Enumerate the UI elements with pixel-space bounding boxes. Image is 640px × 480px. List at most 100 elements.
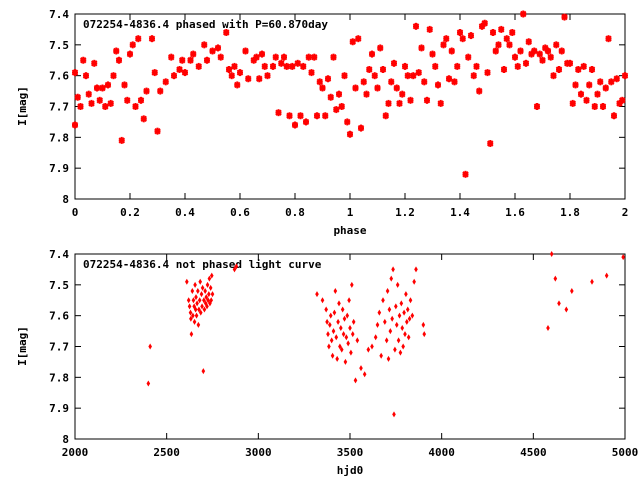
data-point bbox=[330, 352, 335, 359]
y-tick-label: 7.9 bbox=[49, 162, 69, 175]
data-point bbox=[386, 355, 391, 362]
y-tick-label: 7.4 bbox=[49, 248, 69, 261]
data-point bbox=[194, 294, 198, 301]
data-point bbox=[525, 38, 532, 46]
data-point bbox=[410, 72, 417, 80]
data-point bbox=[390, 59, 398, 67]
data-point bbox=[208, 300, 212, 307]
data-point bbox=[223, 29, 230, 36]
data-point bbox=[500, 66, 508, 73]
data-point bbox=[366, 346, 371, 353]
data-point bbox=[104, 81, 112, 89]
data-point bbox=[400, 325, 405, 331]
y-tick-labels: 7.4 7.5 7.6 7.7 7.8 7.9 8 bbox=[49, 248, 625, 446]
data-point bbox=[451, 78, 458, 86]
data-point bbox=[210, 291, 215, 298]
data-point bbox=[181, 69, 189, 77]
data-point bbox=[533, 103, 541, 110]
x-tick-label: 0.6 bbox=[230, 206, 250, 219]
data-point bbox=[492, 47, 499, 55]
data-point bbox=[410, 312, 415, 319]
data-point bbox=[300, 62, 307, 70]
data-point bbox=[96, 96, 103, 104]
data-point bbox=[547, 53, 554, 61]
data-point bbox=[140, 115, 147, 123]
data-point bbox=[113, 47, 120, 55]
data-point bbox=[199, 291, 204, 298]
data-point bbox=[484, 69, 491, 77]
data-point bbox=[203, 56, 211, 64]
data-point bbox=[74, 93, 81, 101]
y-tick-label: 7.7 bbox=[49, 341, 69, 354]
data-point bbox=[256, 75, 263, 83]
data-point bbox=[572, 81, 579, 89]
unphased-light-curve-panel: 072254-4836.4 not phased light curve hjd… bbox=[16, 248, 638, 477]
data-point bbox=[110, 72, 117, 80]
data-point bbox=[168, 53, 175, 61]
data-point bbox=[200, 284, 205, 291]
data-point bbox=[561, 13, 568, 21]
data-point bbox=[197, 306, 201, 313]
data-point bbox=[373, 334, 378, 341]
data-point bbox=[412, 22, 420, 30]
data-point bbox=[375, 321, 380, 328]
data-point bbox=[187, 56, 194, 64]
data-point bbox=[421, 321, 426, 328]
data-point bbox=[206, 297, 210, 304]
x-tick-label: 3500 bbox=[337, 446, 364, 459]
data-point bbox=[327, 93, 334, 101]
data-point bbox=[396, 99, 403, 107]
data-point bbox=[331, 328, 336, 335]
data-point bbox=[264, 72, 271, 80]
x-tick-label: 2 bbox=[622, 206, 629, 219]
y-tick-label: 7.6 bbox=[49, 310, 69, 323]
data-point bbox=[423, 96, 431, 104]
data-point bbox=[392, 411, 396, 418]
data-point bbox=[334, 334, 339, 341]
data-point bbox=[422, 331, 427, 338]
data-point bbox=[349, 349, 353, 356]
data-point bbox=[597, 78, 604, 86]
data-point bbox=[590, 278, 594, 285]
data-point bbox=[407, 96, 414, 104]
data-point bbox=[346, 340, 350, 347]
data-point bbox=[355, 337, 360, 344]
data-point bbox=[338, 343, 342, 350]
y-tick-label: 7.6 bbox=[49, 70, 69, 83]
data-point bbox=[360, 78, 367, 86]
data-point bbox=[118, 136, 125, 144]
data-point bbox=[203, 288, 207, 294]
data-point bbox=[506, 41, 513, 49]
data-points bbox=[146, 251, 625, 418]
data-point bbox=[415, 69, 422, 77]
data-point bbox=[388, 328, 393, 335]
data-point bbox=[371, 72, 378, 80]
x-tick-label: 0.8 bbox=[285, 206, 305, 219]
y-axis-label: I[mag] bbox=[16, 86, 29, 126]
data-point bbox=[330, 53, 337, 61]
data-point bbox=[381, 297, 385, 304]
data-point bbox=[102, 103, 109, 110]
data-point bbox=[366, 66, 373, 73]
data-point bbox=[465, 53, 472, 61]
x-tick-label: 0.4 bbox=[175, 206, 195, 219]
data-point bbox=[189, 331, 194, 338]
data-point bbox=[403, 331, 407, 338]
data-point bbox=[217, 53, 224, 61]
data-point bbox=[401, 343, 405, 350]
data-point bbox=[553, 41, 560, 49]
data-point bbox=[278, 59, 285, 67]
data-point bbox=[322, 112, 329, 120]
data-point bbox=[407, 315, 412, 322]
data-point bbox=[414, 266, 418, 273]
data-point bbox=[398, 349, 403, 356]
data-point bbox=[197, 297, 202, 304]
data-point bbox=[297, 112, 304, 120]
x-tick-label: 4000 bbox=[428, 446, 455, 459]
data-point bbox=[198, 309, 203, 316]
data-point bbox=[385, 99, 392, 107]
data-point bbox=[324, 75, 332, 83]
x-tick-label: 3000 bbox=[245, 446, 272, 459]
y-tick-label: 7.8 bbox=[49, 131, 69, 144]
